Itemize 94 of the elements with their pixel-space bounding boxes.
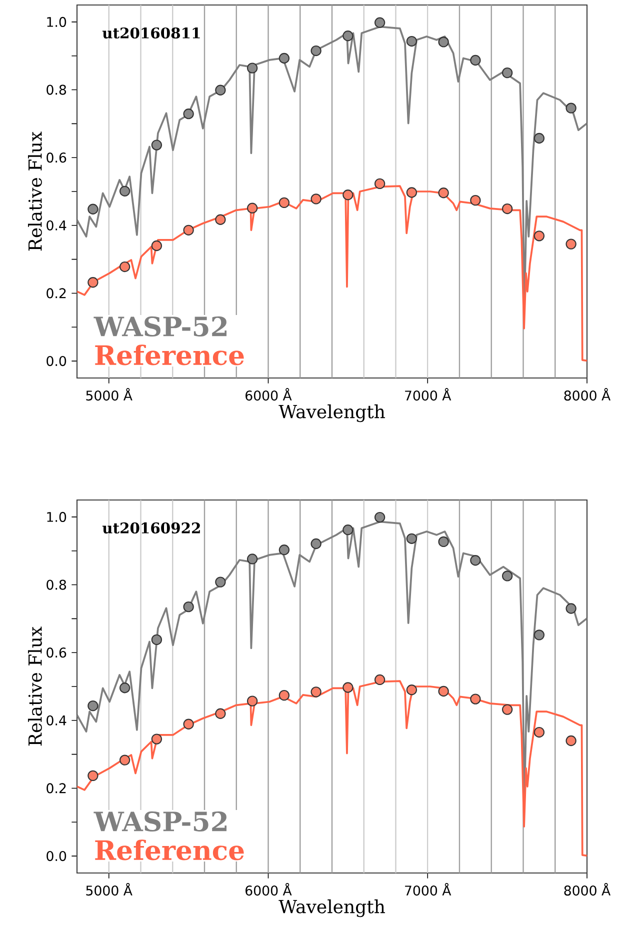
point bbox=[88, 277, 98, 288]
point bbox=[278, 52, 290, 64]
point bbox=[470, 555, 481, 566]
point bbox=[342, 190, 354, 200]
y-tick-label: 0.2 bbox=[46, 783, 66, 794]
point bbox=[374, 178, 386, 190]
point bbox=[406, 187, 418, 198]
y-tick-label: 0.8 bbox=[46, 84, 66, 95]
point bbox=[246, 202, 258, 214]
y-tick-label: 1.0 bbox=[47, 16, 66, 27]
y-tick-label: 0.6 bbox=[46, 648, 66, 658]
point bbox=[374, 512, 386, 523]
x-axis-title: Wavelength bbox=[278, 404, 385, 422]
point bbox=[406, 36, 418, 47]
point bbox=[278, 197, 290, 208]
y-tick-label: 0.8 bbox=[46, 580, 66, 590]
point bbox=[88, 204, 98, 214]
point bbox=[246, 554, 258, 564]
point bbox=[470, 54, 481, 66]
text: WASP-52 bbox=[94, 316, 226, 337]
point bbox=[566, 238, 576, 250]
point bbox=[183, 718, 194, 730]
point bbox=[215, 214, 226, 225]
series-label: Reference bbox=[95, 344, 244, 366]
point bbox=[183, 224, 194, 236]
point bbox=[566, 603, 576, 614]
point bbox=[278, 544, 290, 556]
point bbox=[342, 524, 354, 536]
y-tick-label: 0.2 bbox=[46, 288, 66, 298]
point bbox=[502, 704, 513, 715]
y-tick-label: 0.4 bbox=[46, 715, 66, 726]
point bbox=[534, 132, 545, 144]
series-label: Reference bbox=[95, 840, 244, 860]
x-tick-label: 7000 Å bbox=[405, 883, 452, 896]
point bbox=[406, 533, 418, 544]
point bbox=[119, 754, 130, 766]
y-tick-label: 1.0 bbox=[47, 512, 66, 522]
point bbox=[151, 634, 162, 646]
x-tick-label: 5000 Å bbox=[86, 388, 132, 401]
point bbox=[151, 240, 162, 252]
x-tick-label: 6000 Å bbox=[246, 388, 292, 401]
point bbox=[119, 261, 130, 272]
x-axis-title: Wavelength bbox=[278, 899, 385, 918]
point bbox=[119, 186, 130, 196]
point bbox=[342, 30, 354, 42]
point bbox=[215, 84, 226, 96]
point bbox=[406, 684, 418, 696]
point bbox=[88, 700, 98, 712]
point bbox=[374, 674, 386, 686]
point bbox=[534, 630, 545, 640]
point bbox=[470, 694, 481, 704]
point bbox=[438, 686, 449, 697]
point bbox=[310, 538, 322, 550]
point bbox=[470, 194, 481, 206]
x-tick-label: 8000 Å bbox=[564, 388, 611, 401]
y-tick-label: 0.0 bbox=[46, 850, 66, 862]
point bbox=[438, 36, 449, 48]
point bbox=[566, 735, 576, 746]
point bbox=[502, 570, 513, 582]
point bbox=[278, 690, 290, 701]
y-tick-label: 0.6 bbox=[46, 152, 66, 163]
x-tick-label: 6000 Å bbox=[246, 883, 292, 896]
point bbox=[310, 686, 322, 698]
point bbox=[246, 62, 258, 74]
point bbox=[151, 140, 162, 150]
annotation: ut20160922 bbox=[102, 522, 200, 534]
point bbox=[215, 576, 226, 588]
point bbox=[342, 682, 354, 693]
point bbox=[151, 734, 162, 744]
x-tick-label: 5000 Å bbox=[86, 883, 132, 896]
point bbox=[502, 67, 513, 78]
text: WASP-52 bbox=[94, 811, 226, 832]
x-tick-label: 8000 Å bbox=[564, 883, 611, 896]
point bbox=[534, 230, 545, 242]
y-axis-title: Relative Flux bbox=[28, 132, 42, 251]
annotation: ut20160811 bbox=[102, 27, 200, 39]
point bbox=[183, 601, 194, 612]
point bbox=[88, 770, 98, 782]
point bbox=[566, 102, 576, 114]
point bbox=[438, 536, 449, 548]
y-tick-label: 0.4 bbox=[46, 220, 66, 230]
y-tick-label: 0.0 bbox=[46, 356, 66, 366]
point bbox=[246, 696, 258, 706]
point bbox=[374, 17, 386, 28]
y-axis-title: Relative Flux bbox=[28, 626, 42, 746]
point bbox=[310, 45, 322, 56]
point bbox=[438, 188, 449, 198]
point bbox=[183, 108, 194, 120]
point bbox=[534, 726, 545, 738]
x-tick-label: 7000 Å bbox=[405, 388, 452, 401]
point bbox=[310, 194, 322, 204]
point bbox=[502, 203, 513, 214]
point bbox=[215, 708, 226, 719]
point bbox=[119, 682, 130, 694]
